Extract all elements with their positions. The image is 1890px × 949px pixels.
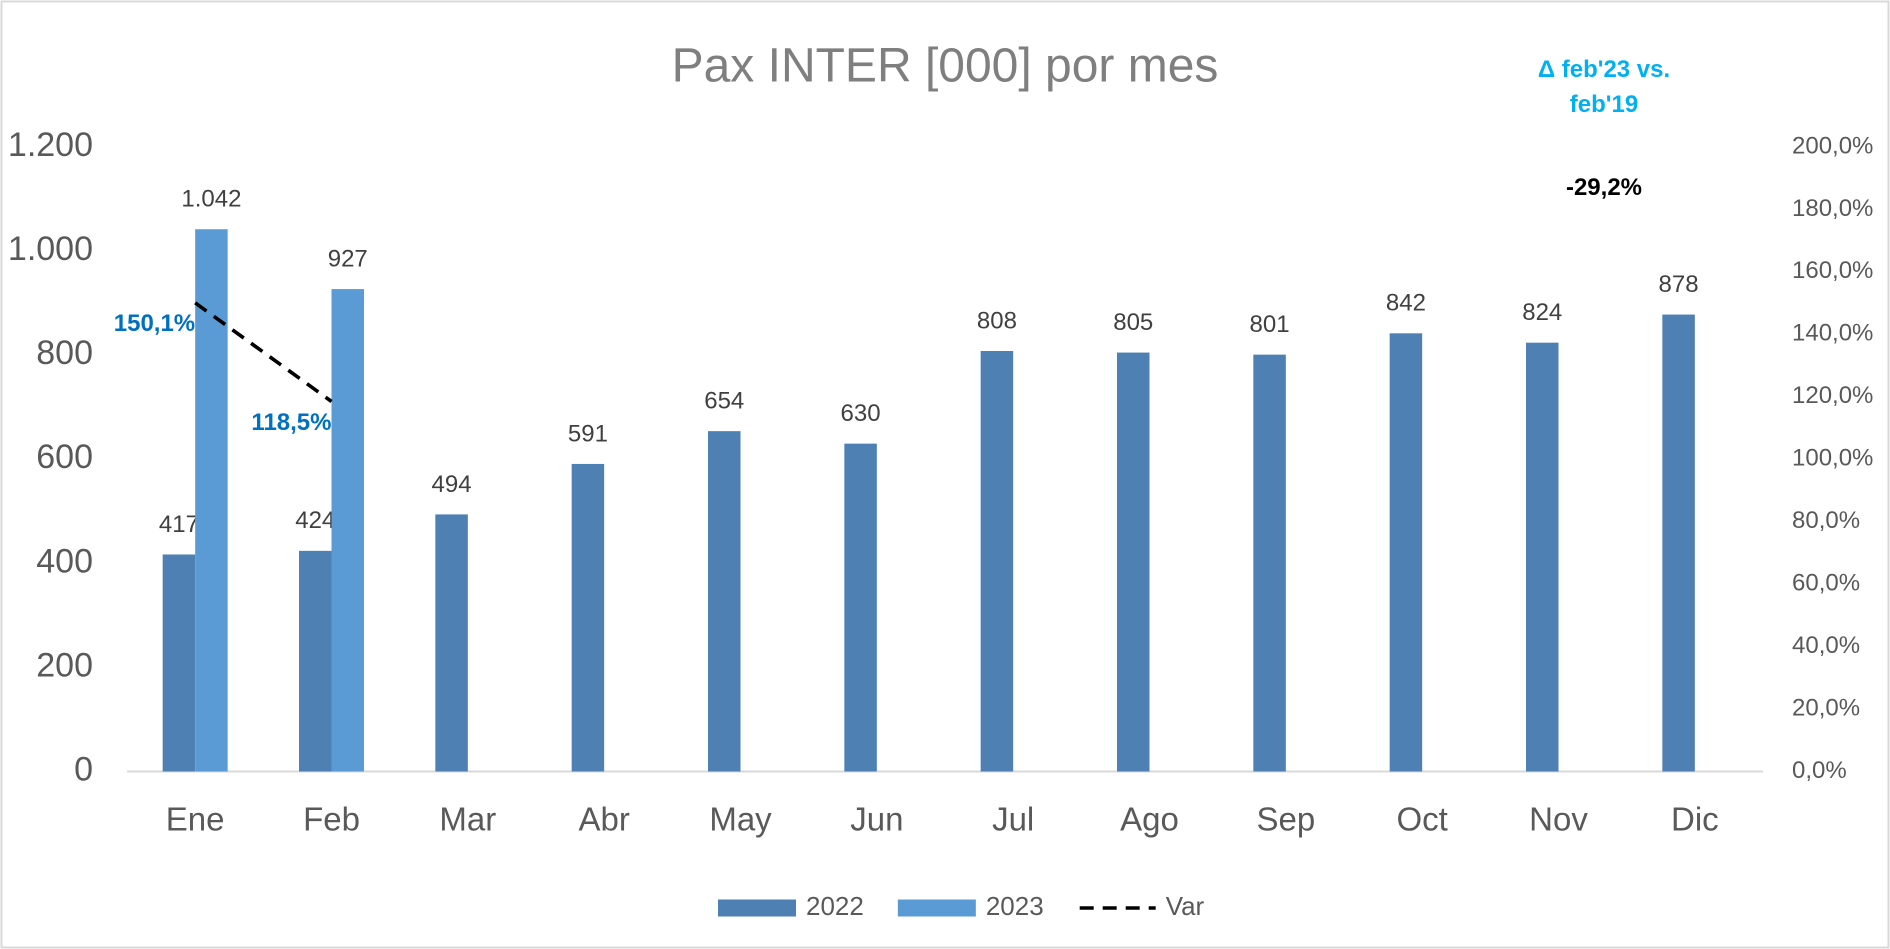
bar	[1526, 342, 1559, 772]
y2-tick-label: 0,0%	[1792, 757, 1847, 784]
x-tick-label: Mar	[439, 801, 496, 838]
y2-tick-label: 40,0%	[1792, 632, 1860, 659]
bar	[195, 229, 228, 772]
x-tick-label: May	[709, 801, 772, 838]
bar	[331, 289, 364, 772]
y2-tick-label: 100,0%	[1792, 445, 1873, 472]
legend-swatch	[897, 899, 976, 917]
x-tick-label: Abr	[578, 801, 629, 838]
y-tick-label: 600	[36, 438, 93, 476]
data-label: 118,5%	[251, 409, 331, 436]
data-label: 654	[704, 387, 744, 414]
data-label: 927	[328, 245, 368, 272]
x-tick-label: Oct	[1396, 801, 1447, 838]
legend-label: 2023	[986, 891, 1044, 921]
y2-tick-label: 180,0%	[1792, 195, 1873, 222]
y-tick-label: 1.000	[8, 230, 93, 268]
data-label: 808	[977, 307, 1017, 334]
y-tick-label: 200	[36, 646, 93, 684]
bar	[299, 550, 332, 772]
line	[194, 301, 333, 403]
y2-tick-label: 120,0%	[1792, 382, 1873, 409]
data-label: 801	[1250, 311, 1290, 338]
bar	[435, 514, 468, 772]
data-label: 842	[1386, 290, 1426, 317]
data-label: 1.042	[181, 186, 241, 213]
data-label: 805	[1113, 309, 1153, 336]
x-tick-label: Feb	[303, 801, 360, 838]
legend-label: Var	[1166, 891, 1205, 921]
bar	[1253, 354, 1286, 772]
y-tick-label: 1.200	[8, 126, 93, 164]
x-tick-label: Ene	[166, 801, 225, 838]
annotation-title: Δ feb'23 vs. feb'19	[1537, 56, 1671, 118]
bar	[1117, 352, 1150, 772]
x-tick-label: Ago	[1120, 801, 1179, 838]
y-tick-label: 0	[74, 750, 93, 788]
annotation-value: -29,2%	[1565, 174, 1643, 201]
x-tick-label: Dic	[1671, 801, 1719, 838]
y-tick-label: 400	[36, 542, 93, 580]
data-label: 424	[295, 507, 335, 534]
data-label: 824	[1522, 299, 1562, 326]
y2-tick-label: 200,0%	[1792, 132, 1873, 159]
y2-tick-label: 140,0%	[1792, 320, 1873, 347]
bar	[1389, 333, 1423, 772]
legend-swatch	[718, 899, 796, 917]
bar	[571, 463, 605, 772]
x-tick-label: Sep	[1256, 801, 1315, 838]
y2-tick-label: 80,0%	[1792, 507, 1860, 534]
y2-tick-label: 60,0%	[1792, 569, 1860, 596]
data-label: 494	[432, 471, 472, 498]
x-tick-label: Jul	[992, 801, 1034, 838]
bar	[162, 554, 196, 772]
data-label: 417	[159, 511, 199, 538]
data-label: 591	[568, 420, 608, 447]
y-tick-label: 800	[36, 334, 93, 372]
bar	[980, 351, 1014, 772]
chart-title: Pax INTER [000] por mes	[672, 40, 1219, 93]
bar	[1662, 314, 1695, 772]
data-label: 630	[841, 400, 881, 427]
x-tick-label: Jun	[850, 801, 903, 838]
legend-label: 2022	[806, 891, 864, 921]
y2-tick-label: 160,0%	[1792, 257, 1873, 284]
x-tick-label: Nov	[1529, 801, 1588, 838]
data-label: 878	[1659, 271, 1699, 298]
bar	[844, 443, 877, 772]
bar	[708, 431, 741, 772]
y2-tick-label: 20,0%	[1792, 694, 1860, 721]
data-label: 150,1%	[114, 310, 195, 337]
